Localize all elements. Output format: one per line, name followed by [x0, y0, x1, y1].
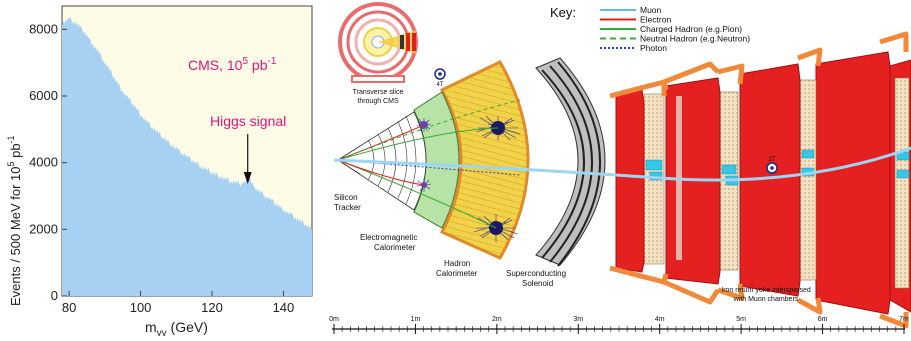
mass-histogram-panel: 80 100 120 140 0 2000 4000 6000 8000 CMS, 105 p… [0, 0, 320, 339]
field-label-outer: 2T [768, 157, 775, 163]
slice-caption-line1: Transverse slice [353, 89, 404, 96]
solenoid-label-2: Solenoid [522, 279, 553, 288]
superconducting-solenoid [535, 57, 606, 267]
signal-arrow [243, 134, 252, 184]
scale-label: 7m [899, 316, 909, 323]
legend-label: Electron [640, 15, 671, 25]
cms-annotation: CMS, 105 pb-1 [188, 56, 277, 73]
scale-label: 5m [736, 316, 746, 323]
y-tick-label: 6000 [29, 88, 58, 103]
y-tick-label: 4000 [29, 155, 58, 170]
cms-detector-slice: Transverse slice through CMS [329, 2, 911, 334]
scale-label: 1m [411, 316, 421, 323]
y-tick-label: 2000 [29, 221, 58, 236]
x-tick-label: 120 [201, 300, 223, 315]
yoke-label-1: Iron return yoke interspersed [721, 287, 811, 294]
hadron-calorimeter [439, 60, 530, 260]
transverse-slice-thumbnail [338, 2, 418, 83]
x-tick-label: 80 [62, 300, 76, 315]
x-axis-label: mγγ (GeV) [145, 319, 208, 336]
y-tick-label: 0 [51, 288, 58, 303]
muon-track [333, 146, 911, 182]
ecal-label-1: Electromagnetic [360, 233, 417, 242]
scale-bar: 0m 1m 2m 3m 4m 5m 6m 7m [329, 316, 909, 334]
scale-label: 4m [655, 316, 665, 323]
x-tick-label: 100 [130, 300, 152, 315]
legend-label: Photon [640, 43, 667, 53]
key-title: Key: [550, 5, 576, 20]
mass-histogram: 80 100 120 140 0 2000 4000 6000 8000 CMS, 105 p… [6, 5, 313, 339]
legend-label: Charged Hadron (e.g.Pion) [640, 24, 742, 34]
ecal-label-2: Calorimeter [374, 243, 416, 252]
scale-label: 2m [492, 316, 502, 323]
y-axis-ticks: 0 2000 4000 6000 8000 [29, 21, 67, 303]
field-marker-outer [766, 162, 778, 174]
legend-label: Muon [640, 5, 662, 15]
scale-label: 3m [573, 316, 583, 323]
silicon-label-2: Tracker [334, 203, 361, 212]
histogram-fill [62, 16, 312, 297]
slice-caption-line2: through CMS [357, 98, 399, 105]
field-label-inner: 4T [436, 82, 443, 88]
silicon-label-1: Silicon [334, 193, 358, 202]
solenoid-label-1: Superconducting [506, 269, 566, 278]
hcal-label-2: Calorimeter [436, 269, 478, 278]
x-tick-label: 140 [273, 300, 295, 315]
scale-label: 0m [329, 316, 339, 323]
legend-label: Neutral Hadron (e.g.Neutron) [640, 34, 750, 44]
y-tick-label: 8000 [29, 21, 58, 36]
field-marker-inner [434, 68, 446, 80]
higgs-signal-label: Higgs signal [210, 113, 286, 129]
y-axis-label: Events / 500 MeV for 105 pb-1 [6, 135, 23, 306]
particle-tracks [337, 99, 521, 229]
yoke-label-2: with Muon chambers [733, 296, 799, 303]
scale-label: 6m [818, 316, 828, 323]
cms-detector-slice-panel: Transverse slice through CMS [320, 0, 911, 336]
x-axis-ticks: 80 100 120 140 [62, 291, 294, 315]
hcal-label-1: Hadron [444, 259, 470, 268]
